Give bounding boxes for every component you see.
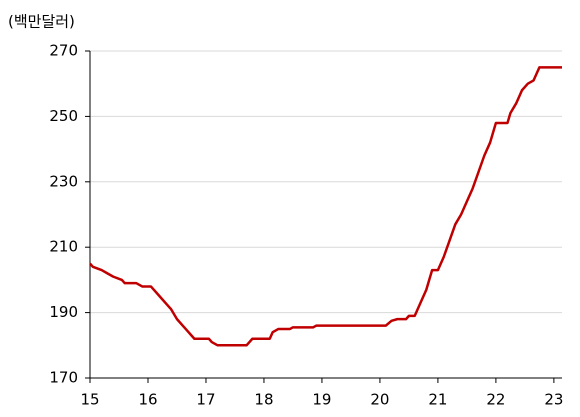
x-tick-label: 20 bbox=[370, 391, 389, 409]
line-series bbox=[89, 66, 562, 347]
x-tick-label: 23 bbox=[544, 391, 563, 409]
x-tick-label: 17 bbox=[196, 391, 215, 409]
x-tick-label: 16 bbox=[138, 391, 157, 409]
x-tick-label: 15 bbox=[80, 391, 99, 409]
y-unit-label: (백만달러) bbox=[8, 13, 75, 31]
x-tick-label: 21 bbox=[428, 391, 447, 409]
y-tick-label: 250 bbox=[49, 107, 78, 125]
x-tick-label: 19 bbox=[312, 391, 331, 409]
y-tick-label: 210 bbox=[49, 238, 78, 256]
y-tick-label: 270 bbox=[49, 42, 78, 60]
x-tick-label: 22 bbox=[486, 391, 505, 409]
x-tick-label: 18 bbox=[254, 391, 273, 409]
y-tick-label: 170 bbox=[49, 369, 78, 387]
y-tick-label: 230 bbox=[49, 172, 78, 190]
y-tick-label: 190 bbox=[49, 303, 78, 321]
